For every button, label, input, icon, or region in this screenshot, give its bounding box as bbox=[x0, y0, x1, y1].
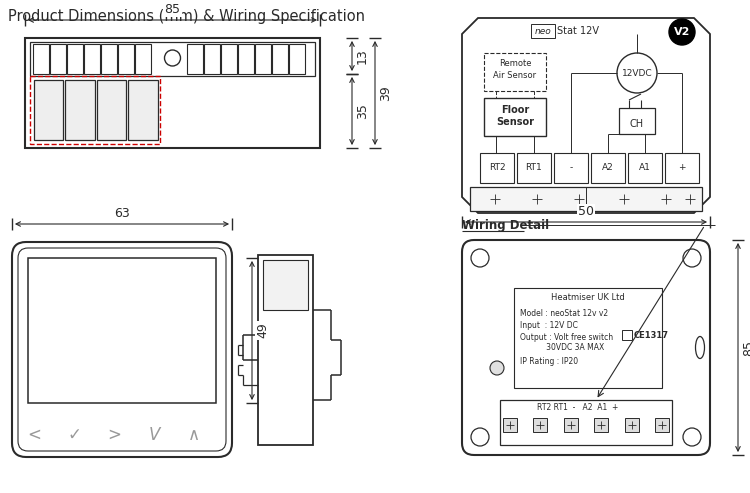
Bar bbox=[503, 418, 517, 432]
Bar bbox=[533, 418, 548, 432]
Bar bbox=[272, 44, 287, 74]
Text: CE1317: CE1317 bbox=[634, 331, 669, 341]
Text: neo: neo bbox=[535, 27, 551, 35]
Bar bbox=[289, 44, 304, 74]
Text: Stat 12V: Stat 12V bbox=[557, 26, 599, 36]
Bar bbox=[484, 53, 546, 91]
Text: +: + bbox=[678, 164, 686, 173]
FancyBboxPatch shape bbox=[462, 240, 710, 455]
Text: Remote: Remote bbox=[499, 60, 531, 69]
Circle shape bbox=[471, 249, 489, 267]
Circle shape bbox=[471, 428, 489, 446]
Bar bbox=[628, 153, 662, 183]
Bar bbox=[625, 418, 638, 432]
Bar bbox=[480, 153, 514, 183]
Bar bbox=[220, 44, 236, 74]
Bar bbox=[665, 153, 699, 183]
Circle shape bbox=[669, 19, 695, 45]
Bar bbox=[33, 44, 49, 74]
Bar bbox=[187, 44, 202, 74]
Text: 13: 13 bbox=[356, 48, 369, 64]
Bar bbox=[531, 24, 555, 38]
Bar bbox=[254, 44, 271, 74]
Bar bbox=[135, 44, 151, 74]
Text: -: - bbox=[569, 164, 573, 173]
Text: >: > bbox=[107, 426, 121, 444]
Text: Output : Volt free switch: Output : Volt free switch bbox=[520, 333, 614, 343]
Circle shape bbox=[683, 428, 701, 446]
Text: Air Sensor: Air Sensor bbox=[494, 70, 536, 79]
Text: 12VDC: 12VDC bbox=[622, 69, 652, 77]
Text: 50: 50 bbox=[578, 205, 594, 218]
Bar bbox=[470, 187, 702, 211]
Ellipse shape bbox=[695, 337, 704, 358]
Text: V: V bbox=[148, 426, 160, 444]
Text: RT2 RT1  -   A2  A1  +: RT2 RT1 - A2 A1 + bbox=[537, 403, 619, 413]
Text: A1: A1 bbox=[639, 164, 651, 173]
Bar bbox=[65, 80, 95, 140]
Bar bbox=[554, 153, 588, 183]
Text: IP Rating : IP20: IP Rating : IP20 bbox=[520, 357, 578, 366]
Bar bbox=[622, 330, 632, 340]
Bar bbox=[50, 44, 66, 74]
Bar bbox=[484, 98, 546, 136]
Bar bbox=[655, 418, 669, 432]
Text: 63: 63 bbox=[114, 207, 130, 220]
Bar bbox=[591, 153, 625, 183]
Circle shape bbox=[683, 249, 701, 267]
Bar bbox=[97, 80, 126, 140]
Text: <: < bbox=[27, 426, 41, 444]
Bar bbox=[28, 258, 216, 403]
FancyBboxPatch shape bbox=[12, 242, 232, 457]
Text: 49: 49 bbox=[256, 322, 269, 338]
Bar bbox=[30, 42, 315, 76]
Text: 39: 39 bbox=[379, 85, 392, 101]
Bar bbox=[67, 44, 83, 74]
Bar bbox=[500, 400, 672, 445]
Text: V2: V2 bbox=[674, 27, 690, 37]
Text: RT1: RT1 bbox=[526, 164, 542, 173]
Bar bbox=[25, 38, 320, 148]
Text: Heatmiser UK Ltd: Heatmiser UK Ltd bbox=[551, 293, 625, 303]
Text: 35: 35 bbox=[356, 103, 369, 119]
Bar bbox=[258, 255, 313, 445]
Bar bbox=[238, 44, 254, 74]
Bar bbox=[514, 288, 662, 388]
Text: Sensor: Sensor bbox=[496, 117, 534, 127]
Text: Product Dimensions (mm) & Wiring Specification: Product Dimensions (mm) & Wiring Specifi… bbox=[8, 8, 365, 24]
Text: Model : neoStat 12v v2: Model : neoStat 12v v2 bbox=[520, 310, 608, 318]
Bar bbox=[564, 418, 578, 432]
Circle shape bbox=[490, 361, 504, 375]
Bar bbox=[594, 418, 608, 432]
Text: CH: CH bbox=[630, 119, 644, 129]
Text: RT2: RT2 bbox=[489, 164, 506, 173]
Text: Input  : 12V DC: Input : 12V DC bbox=[520, 321, 578, 330]
Bar bbox=[118, 44, 134, 74]
Bar bbox=[128, 80, 158, 140]
Text: 30VDC 3A MAX: 30VDC 3A MAX bbox=[520, 344, 605, 352]
Bar bbox=[101, 44, 117, 74]
Bar bbox=[34, 80, 64, 140]
Bar bbox=[263, 260, 308, 310]
Bar bbox=[30, 76, 160, 144]
Polygon shape bbox=[462, 18, 710, 213]
Bar bbox=[203, 44, 220, 74]
Bar bbox=[84, 44, 100, 74]
Text: ∧: ∧ bbox=[188, 426, 200, 444]
Bar bbox=[619, 108, 655, 134]
Text: A2: A2 bbox=[602, 164, 613, 173]
Text: Floor: Floor bbox=[501, 105, 530, 115]
Text: 85: 85 bbox=[742, 340, 750, 355]
Text: 85: 85 bbox=[164, 3, 181, 16]
Text: ✓: ✓ bbox=[67, 426, 81, 444]
Bar bbox=[517, 153, 551, 183]
Text: Wiring Detail: Wiring Detail bbox=[462, 218, 549, 232]
